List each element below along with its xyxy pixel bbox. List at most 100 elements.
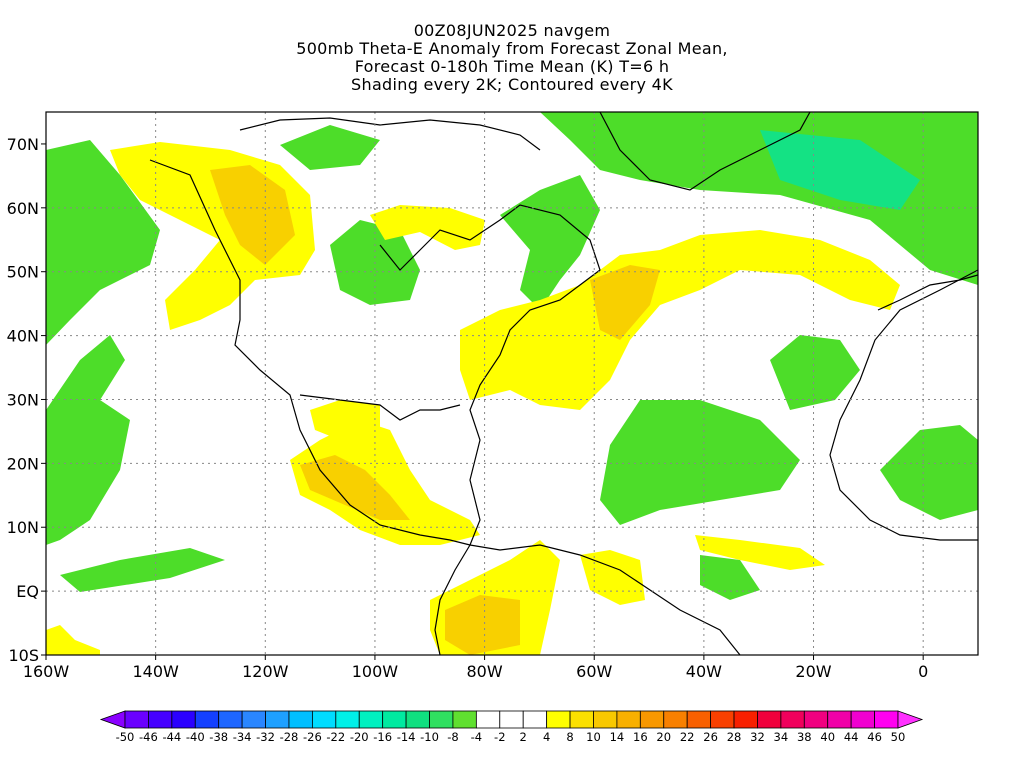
colorbar-max-arrow [897,710,924,729]
coast-north-america [149,159,471,546]
colorbar-label: -32 [256,730,275,744]
colorbar-swatch [874,710,899,729]
x-tick-label: 120W [242,662,289,681]
colorbar-swatch [593,710,618,729]
title-line-4: Shading every 2K; Contoured every 4K [351,75,673,94]
colorbar-swatch [475,710,501,729]
colorbar-label: -10 [420,730,439,744]
pos-anomaly-southwest-corner [46,625,100,655]
y-tick-label: 40N [7,327,39,346]
coast-africa [829,269,978,541]
colorbar-swatch [171,710,196,729]
colorbar-label: -8 [447,730,458,744]
colorbar-swatch [733,710,758,729]
colorbar-label: 34 [774,730,789,744]
colorbar-swatch [429,710,454,729]
title-line-1: 00Z08JUN2025 navgem [413,21,611,40]
neg-anomaly-arctic-canada [280,125,380,170]
coast-south-america-west [434,544,471,655]
colorbar-label: 8 [566,730,573,744]
x-tick-label: 80W [466,662,502,681]
colorbar-label: 22 [680,730,695,744]
colorbar-label: 32 [750,730,765,744]
x-tick-label: 0 [918,662,928,681]
neg-anomaly-canaries [770,335,860,410]
colorbar-label: 2 [520,730,527,744]
pos-anomaly-gulf-of-alaska-core [210,165,295,265]
y-tick-label: 10S [8,646,39,665]
x-tick-label: 60W [576,662,612,681]
neg-anomaly-east-pacific-strip [60,548,225,592]
x-tick-label: 20W [795,662,831,681]
colorbar-swatch [358,710,384,729]
colorbar-label: -46 [139,730,158,744]
colorbar-label: 44 [844,730,859,744]
colorbar-swatch [616,710,641,729]
colorbar-label: -2 [494,730,505,744]
y-tick-label: 20N [7,454,39,473]
colorbar-swatch [218,710,243,729]
colorbar-label: 14 [610,730,625,744]
colorbar-swatch [569,710,594,729]
colorbar-swatch [382,710,407,729]
colorbar-label: 4 [543,730,550,744]
pos-anomaly-hudson-ring [370,205,485,250]
colorbar-label: -38 [209,730,228,744]
colorbar-swatch [405,710,430,729]
colorbar-label: -4 [471,730,482,744]
x-tick-label: 40W [686,662,722,681]
y-tick-label: 30N [7,390,39,409]
colorbar-swatch [241,710,266,729]
colorbar-swatch [803,710,829,729]
pos-anomaly-atlantic-ridge [460,230,900,410]
colorbar-swatch [265,710,290,729]
x-tick-label: 160W [23,662,70,681]
colorbar-label: 50 [891,730,906,744]
colorbar-swatch [780,710,805,729]
pos-anomaly-south-america-core [445,595,520,655]
colorbar-swatch [148,710,173,729]
colorbar-label: -44 [162,730,181,744]
neg-anomaly-labrador [500,175,600,310]
colorbar-swatch [827,710,852,729]
pos-anomaly-mexico [290,420,480,545]
coast-arctic-islands [239,117,541,151]
colorbar-label: 40 [820,730,835,744]
colorbar-swatch [686,710,712,729]
colorbar-label: -16 [373,730,392,744]
pos-anomaly-gulf-of-mexico [310,400,380,440]
colorbar-label: 20 [656,730,671,744]
colorbar-label: 46 [867,730,882,744]
colorbar-swatch [311,710,337,729]
colorbar-label: 28 [727,730,742,744]
colorbar-swatch [639,710,665,729]
neg-anomaly-atlantic-trades [600,400,800,525]
colorbar-swatch [522,710,548,729]
anomaly-shading [46,112,978,655]
coast-greenland [599,112,811,191]
x-tick-label: 140W [132,662,179,681]
colorbar-swatch [850,710,875,729]
y-tick-label: 70N [7,135,39,154]
neg-anomaly-south-atlantic [700,555,760,600]
colorbar-label: 10 [586,730,601,744]
neg-anomaly-west-pacific-band [46,335,130,545]
colorbar-swatch [499,710,524,729]
colorbar-swatch [663,710,688,729]
colorbar-label: 16 [633,730,648,744]
y-tick-label: 50N [7,263,39,282]
colorbar-label: -34 [233,730,252,744]
y-axis: 70N 60N 50N 40N 30N 20N 10N EQ 10S [7,135,46,665]
coast-europe [877,274,978,311]
colorbar-swatch [757,710,782,729]
coast-gulf-of-mexico [299,394,461,421]
y-tick-label: 10N [7,518,39,537]
colorbar-label: -14 [397,730,416,744]
y-tick-label: 60N [7,199,39,218]
colorbar-swatch [710,710,735,729]
colorbar-swatch [288,710,313,729]
pos-anomaly-equatorial-atlantic [695,535,825,570]
neg-anomaly-west-africa [880,425,978,520]
colorbar-label: -50 [116,730,135,744]
